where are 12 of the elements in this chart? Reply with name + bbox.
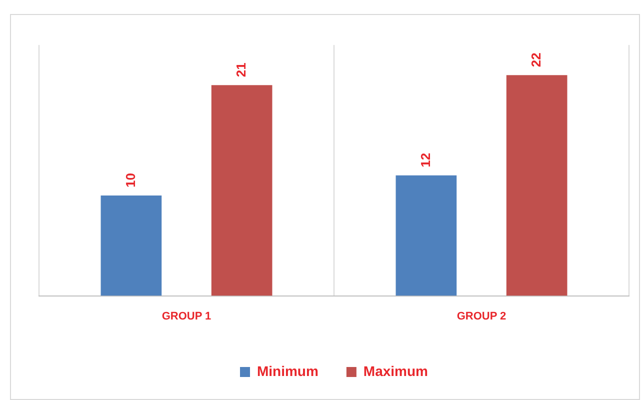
data-label: 21 bbox=[233, 62, 248, 78]
data-label: 22 bbox=[528, 52, 544, 68]
bar bbox=[396, 175, 457, 296]
data-label: 12 bbox=[418, 152, 433, 168]
legend-label: Minimum bbox=[256, 362, 318, 379]
data-label: 10 bbox=[122, 173, 138, 188]
bar bbox=[211, 85, 272, 296]
x-tick-label: GROUP 2 bbox=[456, 310, 506, 322]
x-tick-label: GROUP 1 bbox=[162, 310, 212, 322]
bar bbox=[506, 75, 568, 296]
legend-label: Maximum bbox=[363, 362, 428, 379]
bar bbox=[100, 195, 162, 296]
